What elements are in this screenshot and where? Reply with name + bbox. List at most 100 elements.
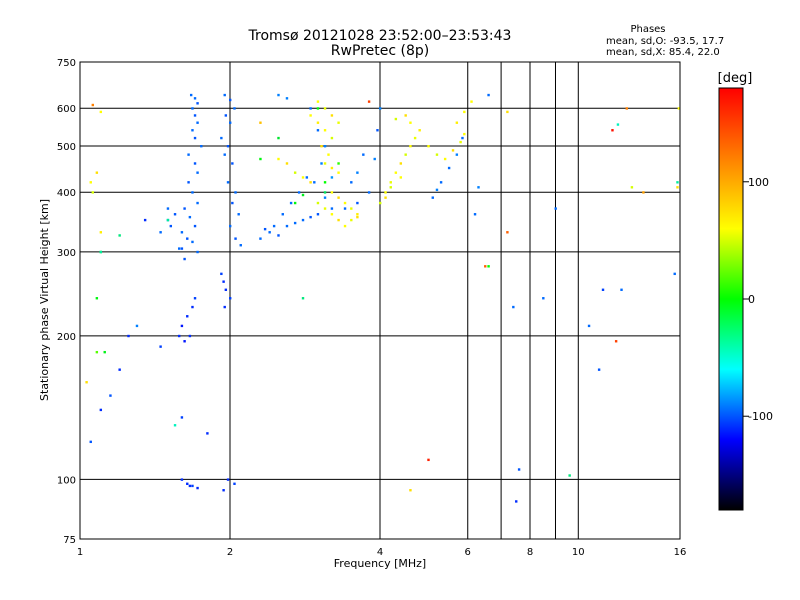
data-point xyxy=(399,176,403,179)
data-point xyxy=(180,478,184,481)
data-point xyxy=(343,224,347,228)
data-point xyxy=(180,247,184,250)
data-point xyxy=(316,213,320,216)
data-point xyxy=(431,196,434,199)
data-point xyxy=(91,191,95,194)
data-point xyxy=(224,114,228,117)
data-point xyxy=(135,324,139,328)
data-point xyxy=(99,408,103,412)
data-point xyxy=(206,432,209,435)
y-axis-ticks: 75 100 200 300 400 500 600 750 xyxy=(57,58,76,546)
data-point xyxy=(293,201,297,205)
y-tick-label: 500 xyxy=(57,142,76,153)
data-point xyxy=(285,162,289,165)
data-point xyxy=(99,110,103,114)
data-point xyxy=(301,193,305,197)
data-point xyxy=(293,171,297,174)
data-point xyxy=(350,218,353,222)
chart-subtitle: RwPretec (8p) xyxy=(331,43,429,59)
data-point xyxy=(187,181,190,184)
data-point xyxy=(220,136,223,140)
data-point xyxy=(611,129,614,132)
x-axis-label: Frequency [MHz] xyxy=(334,557,426,570)
x-tick-label: 1 xyxy=(77,547,83,558)
data-point xyxy=(193,97,197,100)
data-point xyxy=(418,129,421,132)
data-point xyxy=(188,484,192,488)
data-point xyxy=(455,121,459,124)
data-point xyxy=(159,231,162,234)
data-point xyxy=(285,97,289,100)
data-point xyxy=(356,215,359,219)
y-tick-label: 100 xyxy=(57,475,76,486)
data-point xyxy=(281,213,284,216)
data-point xyxy=(343,207,347,210)
data-point xyxy=(427,144,430,148)
data-point xyxy=(193,136,197,140)
data-point xyxy=(435,188,439,192)
data-point xyxy=(186,237,189,240)
data-point xyxy=(323,107,327,110)
data-point xyxy=(673,272,676,276)
data-point xyxy=(95,350,99,354)
data-point xyxy=(293,221,297,225)
colorbar-tick-label: 100 xyxy=(748,176,769,189)
y-tick-label: 400 xyxy=(57,188,76,199)
data-point xyxy=(413,136,417,140)
colorbar-tick-label: 0 xyxy=(748,293,755,306)
x-tick-label: 6 xyxy=(465,547,471,558)
data-points xyxy=(85,93,681,503)
data-point xyxy=(173,213,177,216)
data-point xyxy=(463,110,466,114)
data-point xyxy=(89,181,92,184)
data-point xyxy=(316,201,320,205)
data-point xyxy=(196,121,199,124)
y-tick-label: 600 xyxy=(57,104,76,115)
data-point xyxy=(447,166,451,170)
data-point xyxy=(186,482,189,485)
data-point xyxy=(196,102,199,105)
data-point xyxy=(193,297,197,300)
data-point xyxy=(91,103,95,107)
stats-line-x: mean, sd,X: 85.4, 22.0 xyxy=(606,47,720,58)
colorbar-label: [deg] xyxy=(718,71,753,86)
data-point xyxy=(200,144,203,148)
data-point xyxy=(394,117,398,121)
data-point xyxy=(193,224,197,228)
data-point xyxy=(277,93,280,97)
data-point xyxy=(222,489,225,492)
data-point xyxy=(316,107,320,110)
data-point xyxy=(239,244,242,247)
data-point xyxy=(473,213,477,216)
data-point xyxy=(99,250,103,254)
data-point xyxy=(394,171,398,174)
data-point xyxy=(616,123,620,126)
colorbar xyxy=(718,87,744,511)
data-point xyxy=(277,136,280,140)
x-tick-label: 10 xyxy=(572,547,585,558)
data-point xyxy=(677,107,681,110)
data-point xyxy=(455,153,459,156)
y-axis-label: Stationary phase Virtual Height [km] xyxy=(38,199,51,401)
data-point xyxy=(159,345,162,348)
data-point xyxy=(350,207,353,210)
x-axis-ticks: 1 2 4 6 8 10 16 xyxy=(77,547,687,558)
data-point xyxy=(327,153,330,156)
data-point xyxy=(487,265,490,268)
data-point xyxy=(642,191,645,194)
data-point xyxy=(196,171,199,174)
data-point xyxy=(379,201,382,205)
data-point xyxy=(224,288,228,291)
data-point xyxy=(384,191,387,194)
x-tick-label: 4 xyxy=(377,547,383,558)
data-point xyxy=(233,107,236,110)
data-point xyxy=(463,132,466,136)
data-point xyxy=(461,136,464,140)
data-point xyxy=(515,500,518,503)
data-point xyxy=(330,213,334,216)
data-point xyxy=(95,171,99,174)
data-point xyxy=(313,181,316,184)
data-point xyxy=(193,114,197,117)
data-point xyxy=(323,196,327,199)
